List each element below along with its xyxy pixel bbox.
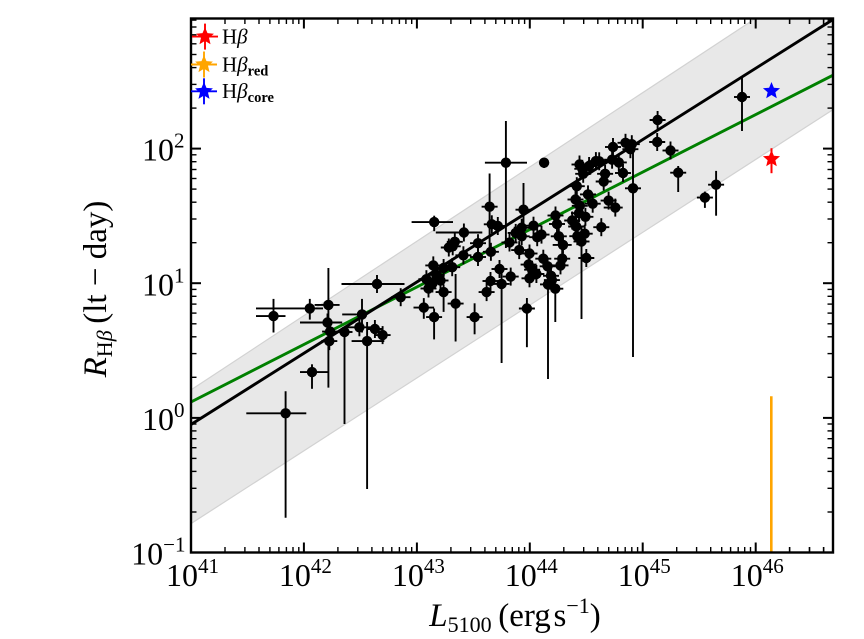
svg-text:L5100 (erg s−1): L5100 (erg s−1)	[428, 593, 601, 637]
svg-text:Hβ: Hβ	[222, 25, 248, 49]
svg-text:RHβ (lt − day): RHβ (lt − day)	[78, 201, 117, 379]
svg-text:1041: 1041	[166, 554, 219, 593]
svg-text:1042: 1042	[279, 554, 332, 593]
svg-text:1044: 1044	[505, 554, 559, 593]
